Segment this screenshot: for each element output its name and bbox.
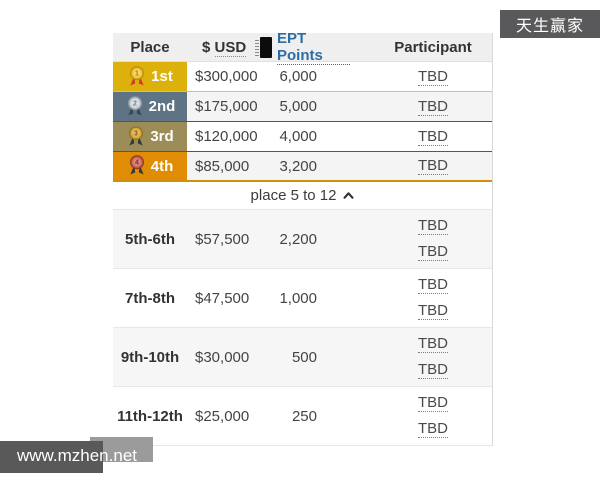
header-place: Place — [130, 38, 170, 56]
prize-usd: $300,000 — [187, 62, 279, 91]
prize-usd: $25,000 — [195, 407, 250, 425]
table-row: 4 4th $85,000 3,200 TBD — [113, 152, 492, 182]
table-row: 2 2nd $175,000 5,000 TBD — [113, 92, 492, 122]
prize-usd: $47,500 — [195, 289, 250, 307]
table-row: 5th-6th $57,500 2,200 TBD TBD — [113, 210, 492, 269]
chevron-up-icon — [343, 192, 354, 199]
rank-cell-4th: 4 4th — [113, 152, 187, 180]
svg-text:3: 3 — [134, 130, 138, 137]
rank-label: 4th — [150, 157, 174, 175]
table-row: 9th-10th $30,000 500 TBD TBD — [113, 328, 492, 387]
prize-usd: $175,000 — [187, 92, 279, 121]
ept-points-value: 6,000 — [279, 62, 374, 91]
prize-usd: $30,000 — [195, 348, 250, 366]
ept-points-link[interactable]: EPT Points — [277, 30, 350, 65]
participant-tbd: TBD — [418, 394, 448, 413]
participant-tbd: TBD — [418, 157, 448, 175]
rank-label: 11th-12th — [117, 407, 183, 425]
participant-tbd: TBD — [418, 97, 448, 116]
table-row: 1 1st $300,000 6,000 TBD — [113, 62, 492, 92]
header-participant: Participant — [394, 38, 472, 56]
participant-tbd: TBD — [418, 301, 448, 320]
rank-label: 1st — [151, 68, 173, 85]
collapse-places-toggle[interactable]: place 5 to 12 — [113, 182, 492, 210]
participant-tbd: TBD — [418, 242, 448, 261]
svg-text:1: 1 — [135, 70, 139, 77]
participant-tbd: TBD — [418, 67, 448, 86]
rank-label: 9th-10th — [120, 348, 180, 366]
svg-text:2: 2 — [133, 100, 137, 107]
bronze-medal-icon: 3 — [129, 125, 144, 145]
silver-medal-icon: 2 — [127, 95, 142, 115]
site-watermark-bottom-left: www.mzhen.net — [17, 446, 137, 465]
rank-cell-2nd: 2 2nd — [113, 92, 187, 121]
table-row: 11th-12th $25,000 250 TBD TBD — [113, 387, 492, 446]
table-row: 3 3rd $120,000 4,000 TBD — [113, 122, 492, 152]
ept-points-value: 5,000 — [279, 92, 374, 121]
rank-cell-3rd: 3 3rd — [113, 122, 187, 151]
ept-points-value: 1,000 — [279, 289, 317, 307]
participant-tbd: TBD — [418, 127, 448, 146]
rank-label: 5th-6th — [125, 230, 175, 248]
ept-points-value: 4,000 — [279, 122, 374, 151]
table-header: Place $ USD EPT Points Participant — [113, 30, 492, 65]
participant-tbd: TBD — [418, 276, 448, 295]
watermark-dark-box — [0, 441, 103, 473]
svg-text:4: 4 — [135, 160, 139, 167]
header-usd: $ USD — [202, 38, 247, 57]
header-ept-points: EPT Points — [255, 30, 374, 65]
ept-points-value: 500 — [291, 348, 317, 366]
ept-logo-icon — [255, 36, 272, 58]
ept-points-value: 250 — [291, 407, 317, 425]
participant-tbd: TBD — [418, 360, 448, 379]
site-watermark-top-right: 天生赢家 — [500, 10, 600, 38]
collapse-label: place 5 to 12 — [250, 187, 337, 204]
prize-usd: $57,500 — [195, 230, 250, 248]
ept-points-value: 2,200 — [279, 230, 317, 248]
participant-tbd: TBD — [418, 335, 448, 354]
participant-tbd: TBD — [418, 419, 448, 438]
table-row: 7th-8th $47,500 1,000 TBD TBD — [113, 269, 492, 328]
rank-label: 3rd — [150, 128, 174, 145]
rank-label: 2nd — [148, 98, 176, 115]
prize-usd: $120,000 — [187, 122, 279, 151]
rank-label: 7th-8th — [125, 289, 175, 307]
prize-usd: $85,000 — [187, 152, 279, 180]
rank-cell-1st: 1 1st — [113, 62, 187, 91]
red-medal-icon: 4 — [129, 155, 144, 175]
payout-table: Place $ USD EPT Points Participant 1 — [113, 30, 493, 446]
ept-points-value: 3,200 — [279, 152, 374, 180]
participant-tbd: TBD — [418, 217, 448, 236]
gold-medal-icon: 1 — [130, 65, 145, 85]
usd-abbr: USD — [214, 38, 247, 57]
